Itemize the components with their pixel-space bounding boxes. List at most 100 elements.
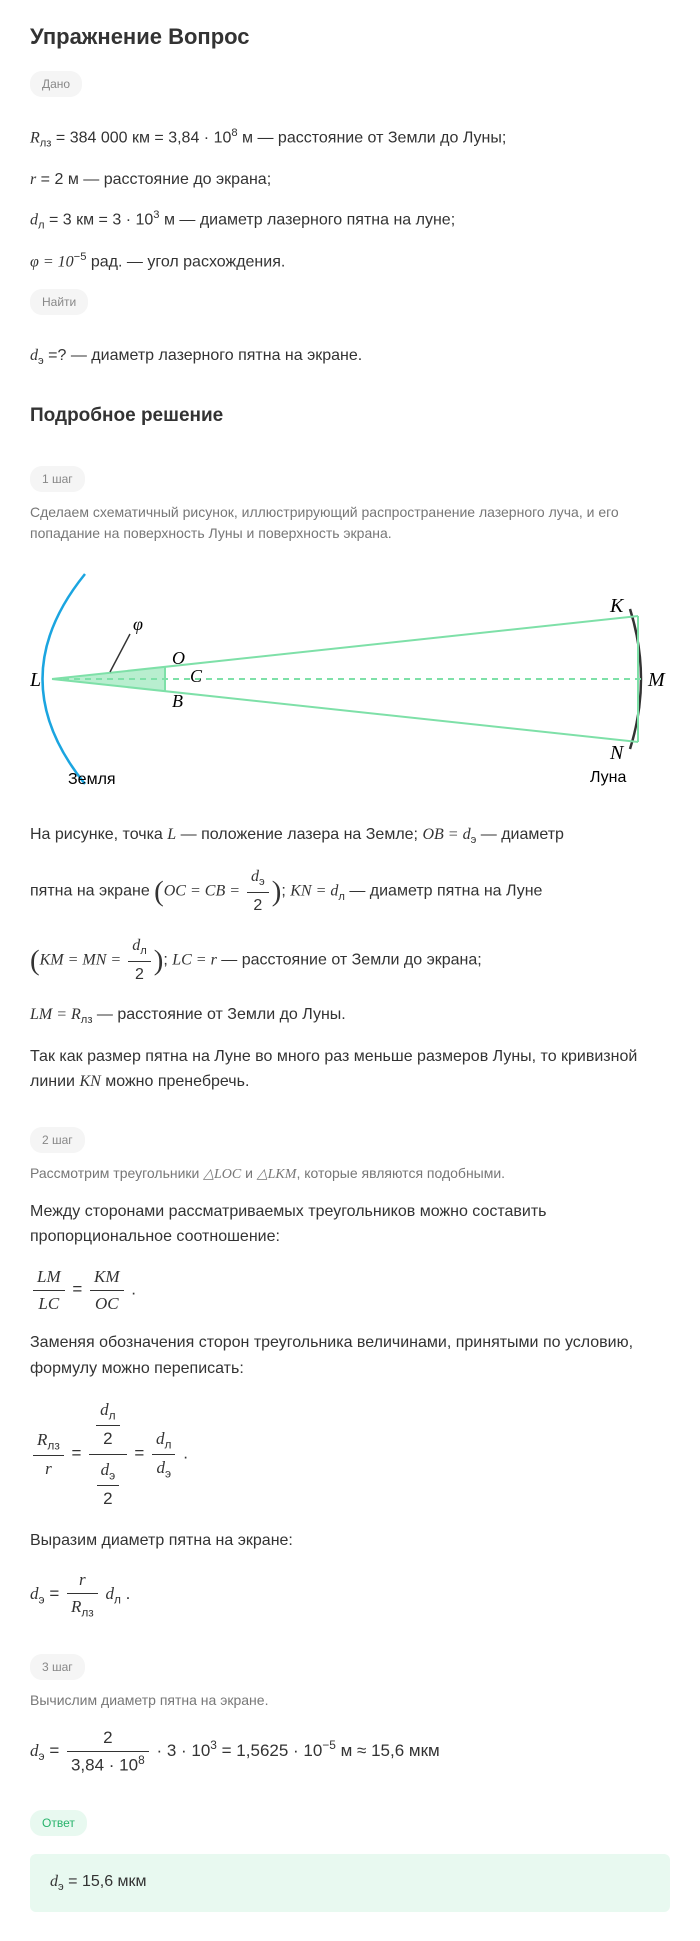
- text: ;: [163, 951, 172, 968]
- text: .: [183, 1444, 188, 1463]
- sub: э: [39, 1593, 45, 1607]
- eq: =: [72, 1444, 87, 1463]
- text: Рассмотрим треугольники: [30, 1165, 203, 1181]
- num: R: [37, 1430, 47, 1449]
- text: · 3 · 10: [156, 1741, 210, 1760]
- label-B: B: [172, 691, 183, 711]
- text: рад. — угол расхождения.: [86, 254, 285, 271]
- text: и: [241, 1165, 257, 1181]
- sup: 8: [138, 1753, 145, 1767]
- text: м — расстояние от Земли до Луны;: [238, 129, 507, 146]
- var: L: [167, 826, 176, 843]
- eq: =: [49, 1584, 64, 1603]
- sub: э: [259, 876, 265, 888]
- label-M: M: [647, 669, 666, 691]
- var: LM = R: [30, 1006, 81, 1023]
- den: R: [71, 1597, 81, 1616]
- num: d: [132, 937, 140, 954]
- num: r: [67, 1567, 98, 1594]
- given-line-1: Rлз = 384 000 км = 3,84 · 108 м — рассто…: [30, 125, 670, 153]
- sub: лз: [81, 1605, 93, 1619]
- sup: −5: [322, 1738, 336, 1752]
- var: OB = d: [422, 826, 470, 843]
- step1-p3: (KM = MN = dл2); LC = r — расстояние от …: [30, 933, 670, 988]
- text: = 1,5625 · 10: [222, 1741, 323, 1760]
- sub: л: [165, 1437, 172, 1451]
- text: — диаметр: [476, 826, 564, 843]
- label-C: C: [190, 666, 203, 686]
- step2-eq1: LMLC = KMOC .: [30, 1264, 670, 1316]
- step2-desc: Рассмотрим треугольники △LOC и △LKM, кот…: [30, 1163, 670, 1185]
- text: — диаметр пятна на Луне: [345, 883, 543, 900]
- given-line-3: dл = 3 км = 3 · 103 м — диаметр лазерног…: [30, 207, 670, 235]
- step2-p2: Заменяя обозначения сторон треугольника …: [30, 1330, 670, 1381]
- answer-pill: Ответ: [30, 1810, 87, 1836]
- sub: э: [109, 1468, 115, 1482]
- step2-p1: Между сторонами рассматриваемых треуголь…: [30, 1199, 670, 1250]
- text: можно пренебречь.: [101, 1073, 250, 1090]
- label-moon: Луна: [590, 769, 627, 786]
- find-line: dэ =? — диаметр лазерного пятна на экран…: [30, 343, 670, 371]
- den: 2: [247, 893, 269, 919]
- var: d: [30, 1584, 39, 1603]
- step1-desc: Сделаем схематичный рисунок, иллюстрирую…: [30, 502, 670, 544]
- text: На рисунке, точка: [30, 826, 167, 843]
- sub: л: [140, 945, 147, 957]
- var: KN = d: [290, 883, 338, 900]
- eq: =: [134, 1444, 149, 1463]
- sub: лз: [47, 1438, 59, 1452]
- step1-pill: 1 шаг: [30, 466, 85, 492]
- var: KM = MN =: [40, 951, 126, 968]
- eq: =: [49, 1741, 64, 1760]
- solution-title: Подробное решение: [30, 402, 670, 431]
- den: r: [33, 1456, 64, 1482]
- sub: лз: [81, 1014, 93, 1026]
- text: = 3 км = 3 · 10: [45, 211, 154, 228]
- sub: э: [39, 1749, 45, 1763]
- label-L: L: [30, 669, 41, 691]
- step2-eq3: dэ = rRлз dл .: [30, 1567, 670, 1622]
- label-earth: Земля: [68, 771, 116, 788]
- find-pill: Найти: [30, 289, 88, 315]
- var-r: R: [30, 129, 40, 146]
- text: пятна на экране: [30, 883, 154, 900]
- var: LC = r: [172, 951, 217, 968]
- var: OC = CB =: [164, 883, 244, 900]
- sub: л: [109, 1409, 116, 1423]
- num: d: [101, 1460, 110, 1479]
- text: .: [126, 1584, 131, 1603]
- var: d: [30, 211, 38, 228]
- num: LM: [33, 1264, 65, 1291]
- num: d: [251, 868, 259, 885]
- step3-pill: 3 шаг: [30, 1654, 85, 1680]
- den: 2: [96, 1426, 119, 1452]
- text: — положение лазера на Земле;: [176, 826, 422, 843]
- num: d: [156, 1429, 165, 1448]
- given-line-4: φ = 10−5 рад. — угол расхождения.: [30, 249, 670, 275]
- text: — расстояние от Земли до Луны.: [92, 1006, 345, 1023]
- text: — расстояние от Земли до экрана;: [217, 951, 482, 968]
- text: = 2 м — расстояние до экрана;: [36, 171, 271, 188]
- step1-p4: LM = Rлз — расстояние от Земли до Луны.: [30, 1002, 670, 1030]
- step2-pill: 2 шаг: [30, 1127, 85, 1153]
- text: , которые являются подобными.: [296, 1165, 505, 1181]
- label-phi: φ: [133, 614, 143, 634]
- num: 2: [67, 1725, 149, 1752]
- sub: л: [114, 1593, 121, 1607]
- step1-p5: Так как размер пятна на Луне во много ра…: [30, 1044, 670, 1095]
- step3-desc: Вычислим диаметр пятна на экране.: [30, 1690, 670, 1711]
- step2-eq2: Rлзr = dл2 dэ2 = dлdэ .: [30, 1395, 670, 1514]
- var: △LOC: [203, 1167, 241, 1182]
- sup: −5: [74, 251, 87, 263]
- text: = 15,6 мкм: [64, 1873, 147, 1890]
- var: d: [30, 1741, 39, 1760]
- text: м ≈ 15,6 мкм: [341, 1741, 440, 1760]
- den: 3,84 · 10: [71, 1755, 138, 1774]
- label-K: K: [609, 595, 625, 617]
- eq: =: [72, 1279, 87, 1298]
- diagram: L φ O C B K M N Земля Луна: [30, 564, 670, 802]
- var: d: [30, 347, 38, 364]
- den: 2: [97, 1486, 120, 1512]
- var: φ = 10: [30, 254, 74, 271]
- label-N: N: [609, 742, 625, 764]
